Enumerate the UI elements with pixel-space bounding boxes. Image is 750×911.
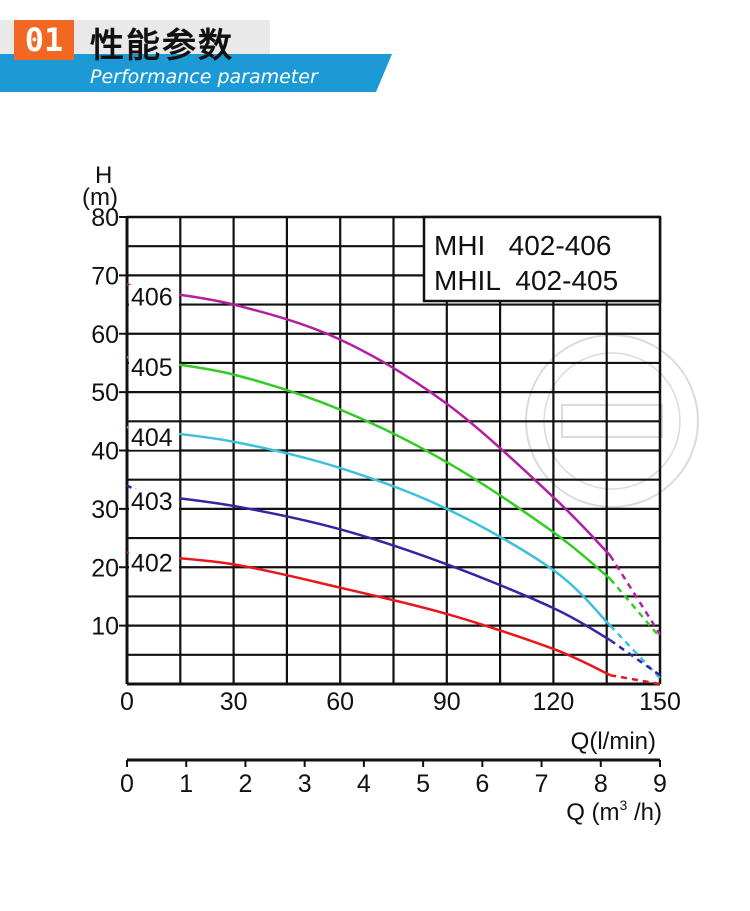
- series-label-bg: [129, 284, 179, 310]
- y-tick-label: 70: [91, 262, 119, 290]
- m3h-tick-label: 4: [357, 770, 371, 798]
- m3h-tick-label: 9: [653, 770, 667, 798]
- series-label-405: 405: [131, 354, 173, 382]
- y-tick-label: 30: [91, 496, 119, 524]
- curve-405: [144, 358, 612, 580]
- x-tick-label: 120: [533, 688, 575, 716]
- curve-402: [144, 554, 611, 677]
- y-tick-label: 10: [91, 613, 119, 641]
- curve-405-end-dashed: [609, 578, 661, 639]
- x-tick-label: 90: [433, 688, 461, 716]
- m3h-tick-label: 5: [416, 770, 430, 798]
- y-axis-unit: (m): [82, 184, 118, 211]
- series-label-402: 402: [131, 549, 173, 577]
- section-number: 01: [14, 20, 74, 60]
- m3h-tick-label: 2: [238, 770, 252, 798]
- x-tick-labels: 0 30 60 90 120 150: [120, 688, 681, 716]
- curve-403: [144, 493, 611, 642]
- series-label-bg: [129, 354, 179, 380]
- series-label-bg: [129, 550, 179, 576]
- model-title-line-2: MHIL 402-405: [434, 265, 618, 296]
- y-tick-label: 20: [91, 554, 119, 582]
- m3h-tick-label: 6: [475, 770, 489, 798]
- section-subtitle: Performance parameter: [90, 66, 318, 88]
- curve-402-end-dashed: [610, 674, 661, 686]
- series-label-406: 406: [131, 284, 173, 312]
- chart-grid: [127, 217, 660, 684]
- m3h-tick-label: 0: [120, 770, 134, 798]
- x-tick-label: 0: [120, 688, 134, 716]
- y-axis-label: H: [95, 162, 112, 189]
- header-blue-band: [0, 54, 392, 92]
- series-labels: 406 405 404 403 402: [129, 284, 179, 577]
- series-label-bg: [129, 489, 179, 515]
- series-label-404: 404: [131, 424, 173, 452]
- model-box: [422, 215, 662, 303]
- curve-406: [144, 288, 612, 557]
- m3h-tick-label: 3: [298, 770, 312, 798]
- y-tick-label: 40: [91, 438, 119, 466]
- curve-404: [144, 428, 612, 627]
- curve-403-end-dashed: [609, 639, 661, 677]
- series-label-bg: [129, 424, 179, 450]
- section-title: 性能参数: [90, 26, 234, 66]
- y-tick-label: 60: [91, 321, 119, 349]
- m3h-tick-label: 7: [535, 770, 549, 798]
- x-tick-label: 30: [220, 688, 248, 716]
- x-tick-label: 150: [639, 688, 681, 716]
- secondary-x-axis: 0 1 2 3 4 5 6 7 8 9: [120, 758, 667, 798]
- y-tick-label: 80: [91, 204, 119, 232]
- series-label-403: 403: [131, 488, 173, 516]
- section-header: 01 性能参数 Performance parameter: [0, 0, 750, 100]
- curve-406-end-dashed: [609, 554, 662, 636]
- x-axis-label-lpm: Q(l/min): [571, 728, 656, 755]
- curve-404-end-dashed: [609, 624, 661, 680]
- y-tick-label: 50: [91, 379, 119, 407]
- y-tick-labels: 10 20 30 40 50 60 70 80: [91, 204, 127, 641]
- m3h-tick-label: 8: [594, 770, 608, 798]
- m3h-tick-label: 1: [179, 770, 193, 798]
- x-axis-label-m3h: Q (m3 /h): [566, 797, 662, 826]
- x-tick-label: 60: [326, 688, 354, 716]
- chart-curves: [126, 282, 662, 686]
- model-title-line-1: MHI 402-406: [434, 230, 611, 261]
